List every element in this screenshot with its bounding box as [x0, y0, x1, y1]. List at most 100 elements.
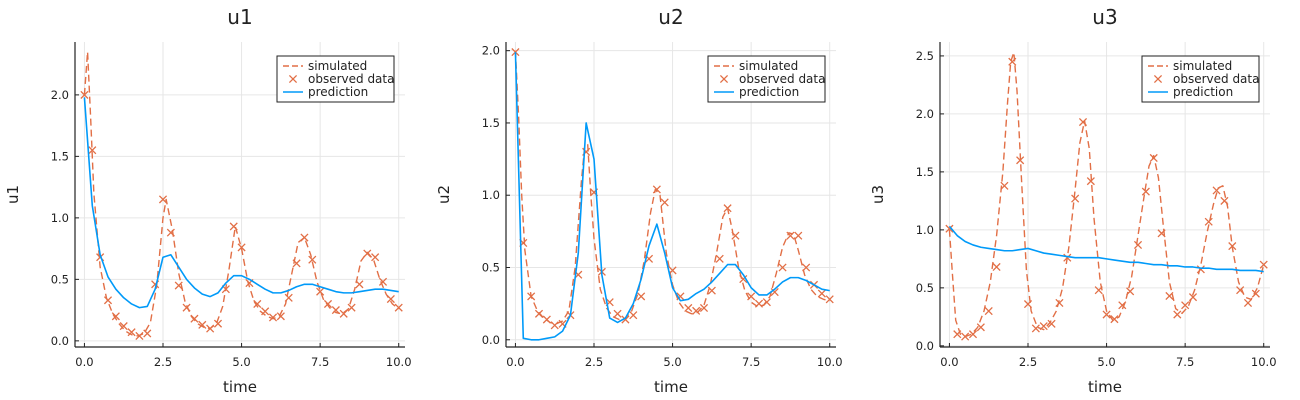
data-point-observed: [284, 293, 293, 302]
data-point-observed: [1157, 229, 1166, 238]
data-point-observed: [707, 286, 716, 295]
data-point-observed: [371, 253, 380, 262]
data-point-observed: [268, 313, 278, 322]
data-point-observed: [143, 329, 152, 338]
data-point-observed: [1259, 260, 1268, 269]
x-tick-label: 0.0: [506, 355, 524, 369]
y-tick-label: 1.0: [51, 211, 69, 225]
series-line-simulated: [514, 50, 830, 325]
data-point-observed: [323, 299, 333, 309]
legend-label-prediction: prediction: [308, 85, 368, 99]
data-point-observed: [676, 292, 685, 301]
data-point-observed: [127, 328, 136, 337]
series-line-prediction: [83, 97, 399, 309]
data-point-observed: [276, 312, 285, 321]
y-axis-label: u1: [4, 185, 22, 204]
data-point-observed: [331, 306, 340, 315]
data-point-observed: [237, 243, 246, 252]
data-point-observed: [1204, 217, 1213, 226]
data-point-observed: [1251, 289, 1260, 298]
data-point-observed: [80, 90, 89, 99]
chart-title: u3: [1092, 5, 1117, 29]
data-point-observed: [825, 295, 834, 304]
data-point-observed: [762, 298, 771, 307]
legend-swatch-observed: [719, 74, 729, 84]
data-point-observed: [668, 266, 677, 275]
data-point-observed: [637, 292, 646, 301]
data-point-observed: [206, 324, 215, 333]
plot-area: [80, 51, 403, 340]
data-point-observed: [684, 303, 693, 313]
data-point-observed: [652, 185, 661, 194]
data-point-observed: [692, 306, 701, 315]
data-point-observed: [953, 330, 962, 339]
x-axis-label: time: [654, 378, 688, 396]
data-point-observed: [1236, 286, 1245, 295]
data-point-observed: [739, 275, 748, 284]
data-point-observed: [1118, 301, 1127, 310]
data-point-observed: [715, 254, 724, 263]
y-tick-label: 0.5: [51, 272, 69, 286]
data-point-observed: [660, 198, 669, 207]
data-point-observed: [778, 263, 787, 272]
data-point-observed: [723, 204, 732, 213]
data-point-observed: [355, 280, 364, 289]
data-point-observed: [550, 321, 559, 330]
data-point-observed: [1078, 117, 1088, 127]
data-point-observed: [1000, 181, 1009, 190]
data-point-observed: [1220, 196, 1229, 205]
data-point-observed: [770, 288, 779, 297]
data-point-observed: [961, 332, 970, 341]
data-point-observed: [1094, 286, 1103, 295]
data-point-observed: [802, 263, 811, 272]
x-tick-label: 7.5: [1176, 355, 1194, 369]
data-point-observed: [198, 320, 207, 329]
x-tick-label: 5.0: [232, 355, 250, 369]
y-tick-label: 0.5: [916, 281, 934, 295]
data-point-observed: [1031, 324, 1040, 333]
data-point-observed: [363, 249, 372, 258]
legend-label-simulated: simulated: [1173, 59, 1232, 73]
data-point-observed: [992, 262, 1001, 272]
data-point-observed: [166, 228, 175, 237]
y-tick-label: 0.0: [51, 334, 69, 348]
data-point-observed: [394, 303, 403, 312]
data-point-observed: [158, 195, 168, 204]
legend-swatch-observed: [1153, 74, 1163, 84]
data-point-observed: [1086, 177, 1095, 186]
x-tick-label: 5.0: [1097, 355, 1115, 369]
y-tick-label: 2.0: [482, 44, 500, 58]
legend-label-simulated: simulated: [308, 59, 367, 73]
legend-label-observed: observed data: [308, 72, 394, 86]
plot-area: [945, 51, 1268, 341]
y-tick-label: 1.5: [51, 149, 69, 163]
data-point-observed: [1023, 300, 1033, 309]
data-point-observed: [527, 292, 536, 301]
x-tick-label: 0.0: [940, 355, 958, 369]
data-point-observed: [1110, 315, 1119, 324]
y-tick-label: 0.5: [482, 260, 500, 274]
data-point-observed: [613, 309, 622, 318]
data-point-observed: [1133, 240, 1143, 250]
data-point-observed: [213, 319, 223, 328]
chart-title: u2: [658, 5, 683, 29]
y-tick-label: 1.5: [482, 116, 500, 130]
x-tick-label: 2.5: [154, 355, 172, 369]
x-tick-label: 10.0: [386, 355, 412, 369]
data-point-observed: [378, 277, 388, 286]
data-point-observed: [1181, 301, 1190, 310]
y-axis-label: u3: [869, 185, 887, 204]
series-line-prediction: [948, 225, 1264, 273]
data-point-observed: [794, 231, 803, 240]
data-point-observed: [945, 224, 954, 233]
x-tick-label: 5.0: [663, 355, 681, 369]
legend-box: [1141, 55, 1260, 103]
data-point-observed: [1141, 187, 1150, 196]
data-point-observed: [984, 306, 993, 316]
data-point-observed: [699, 303, 709, 313]
legend-label-simulated: simulated: [739, 59, 798, 73]
x-tick-label: 10.0: [817, 355, 843, 369]
data-point-observed: [190, 314, 199, 323]
